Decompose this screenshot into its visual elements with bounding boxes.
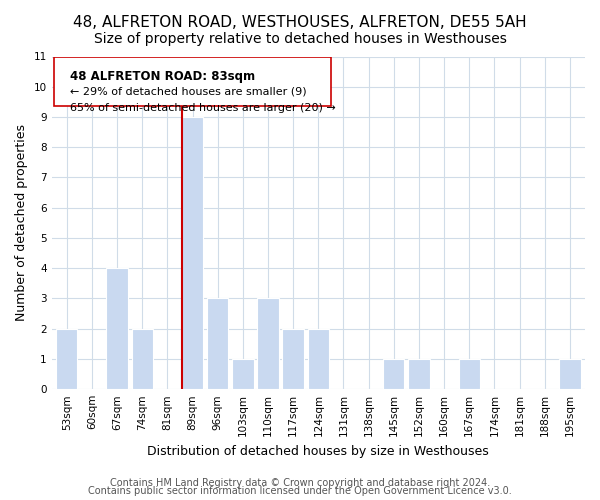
Text: Size of property relative to detached houses in Westhouses: Size of property relative to detached ho… bbox=[94, 32, 506, 46]
FancyBboxPatch shape bbox=[54, 56, 331, 106]
Text: 48 ALFRETON ROAD: 83sqm: 48 ALFRETON ROAD: 83sqm bbox=[70, 70, 256, 83]
Bar bbox=[182, 117, 203, 389]
Bar bbox=[458, 359, 480, 389]
Bar bbox=[308, 328, 329, 389]
Bar bbox=[56, 328, 77, 389]
Bar bbox=[131, 328, 153, 389]
Bar bbox=[559, 359, 581, 389]
Bar bbox=[232, 359, 254, 389]
Text: ← 29% of detached houses are smaller (9): ← 29% of detached houses are smaller (9) bbox=[70, 86, 307, 97]
Bar bbox=[106, 268, 128, 389]
Text: 65% of semi-detached houses are larger (20) →: 65% of semi-detached houses are larger (… bbox=[70, 102, 336, 113]
Text: 48, ALFRETON ROAD, WESTHOUSES, ALFRETON, DE55 5AH: 48, ALFRETON ROAD, WESTHOUSES, ALFRETON,… bbox=[73, 15, 527, 30]
Bar bbox=[383, 359, 404, 389]
X-axis label: Distribution of detached houses by size in Westhouses: Distribution of detached houses by size … bbox=[148, 444, 489, 458]
Y-axis label: Number of detached properties: Number of detached properties bbox=[15, 124, 28, 322]
Bar bbox=[283, 328, 304, 389]
Bar bbox=[408, 359, 430, 389]
Bar bbox=[207, 298, 229, 389]
Bar bbox=[257, 298, 279, 389]
Text: Contains HM Land Registry data © Crown copyright and database right 2024.: Contains HM Land Registry data © Crown c… bbox=[110, 478, 490, 488]
Text: Contains public sector information licensed under the Open Government Licence v3: Contains public sector information licen… bbox=[88, 486, 512, 496]
